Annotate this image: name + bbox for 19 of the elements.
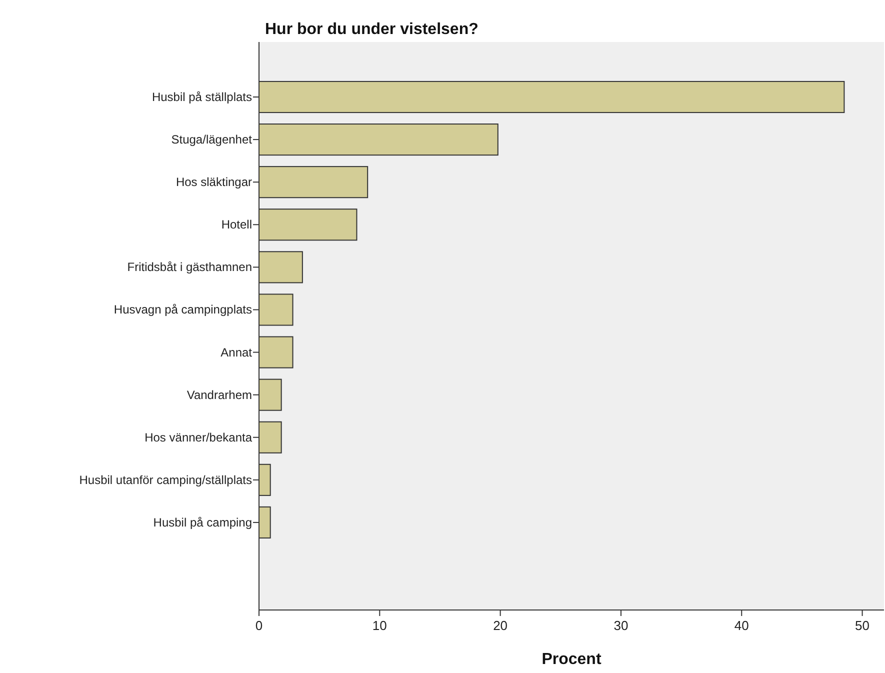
- y-tick-label: Husbil på ställplats: [152, 90, 252, 104]
- y-tick-label: Hotell: [221, 218, 252, 232]
- x-tick-label: 40: [734, 618, 749, 633]
- y-tick-label: Hos vänner/bekanta: [144, 430, 252, 444]
- x-tick-label: 10: [372, 618, 387, 633]
- y-tick-label: Husvagn på campingplats: [114, 302, 252, 317]
- x-tick-label: 0: [255, 618, 263, 633]
- y-tick-label: Annat: [220, 345, 253, 360]
- x-tick-label: 20: [493, 618, 508, 633]
- x-axis-title: Procent: [542, 651, 602, 668]
- chart-title: Hur bor du under vistelsen?: [265, 21, 478, 38]
- y-tick-label: Vandrarhem: [186, 388, 252, 402]
- y-tick-label: Husbil på camping: [153, 515, 252, 530]
- y-tick-label: Fritidsbåt i gästhamnen: [127, 260, 252, 274]
- y-tick-label: Husbil utanför camping/ställplats: [79, 472, 252, 487]
- y-tick-label: Hos släktingar: [176, 175, 252, 190]
- x-tick-label: 30: [614, 618, 628, 633]
- y-tick-label: Stuga/lägenhet: [171, 132, 253, 147]
- x-tick-label: 50: [855, 618, 870, 633]
